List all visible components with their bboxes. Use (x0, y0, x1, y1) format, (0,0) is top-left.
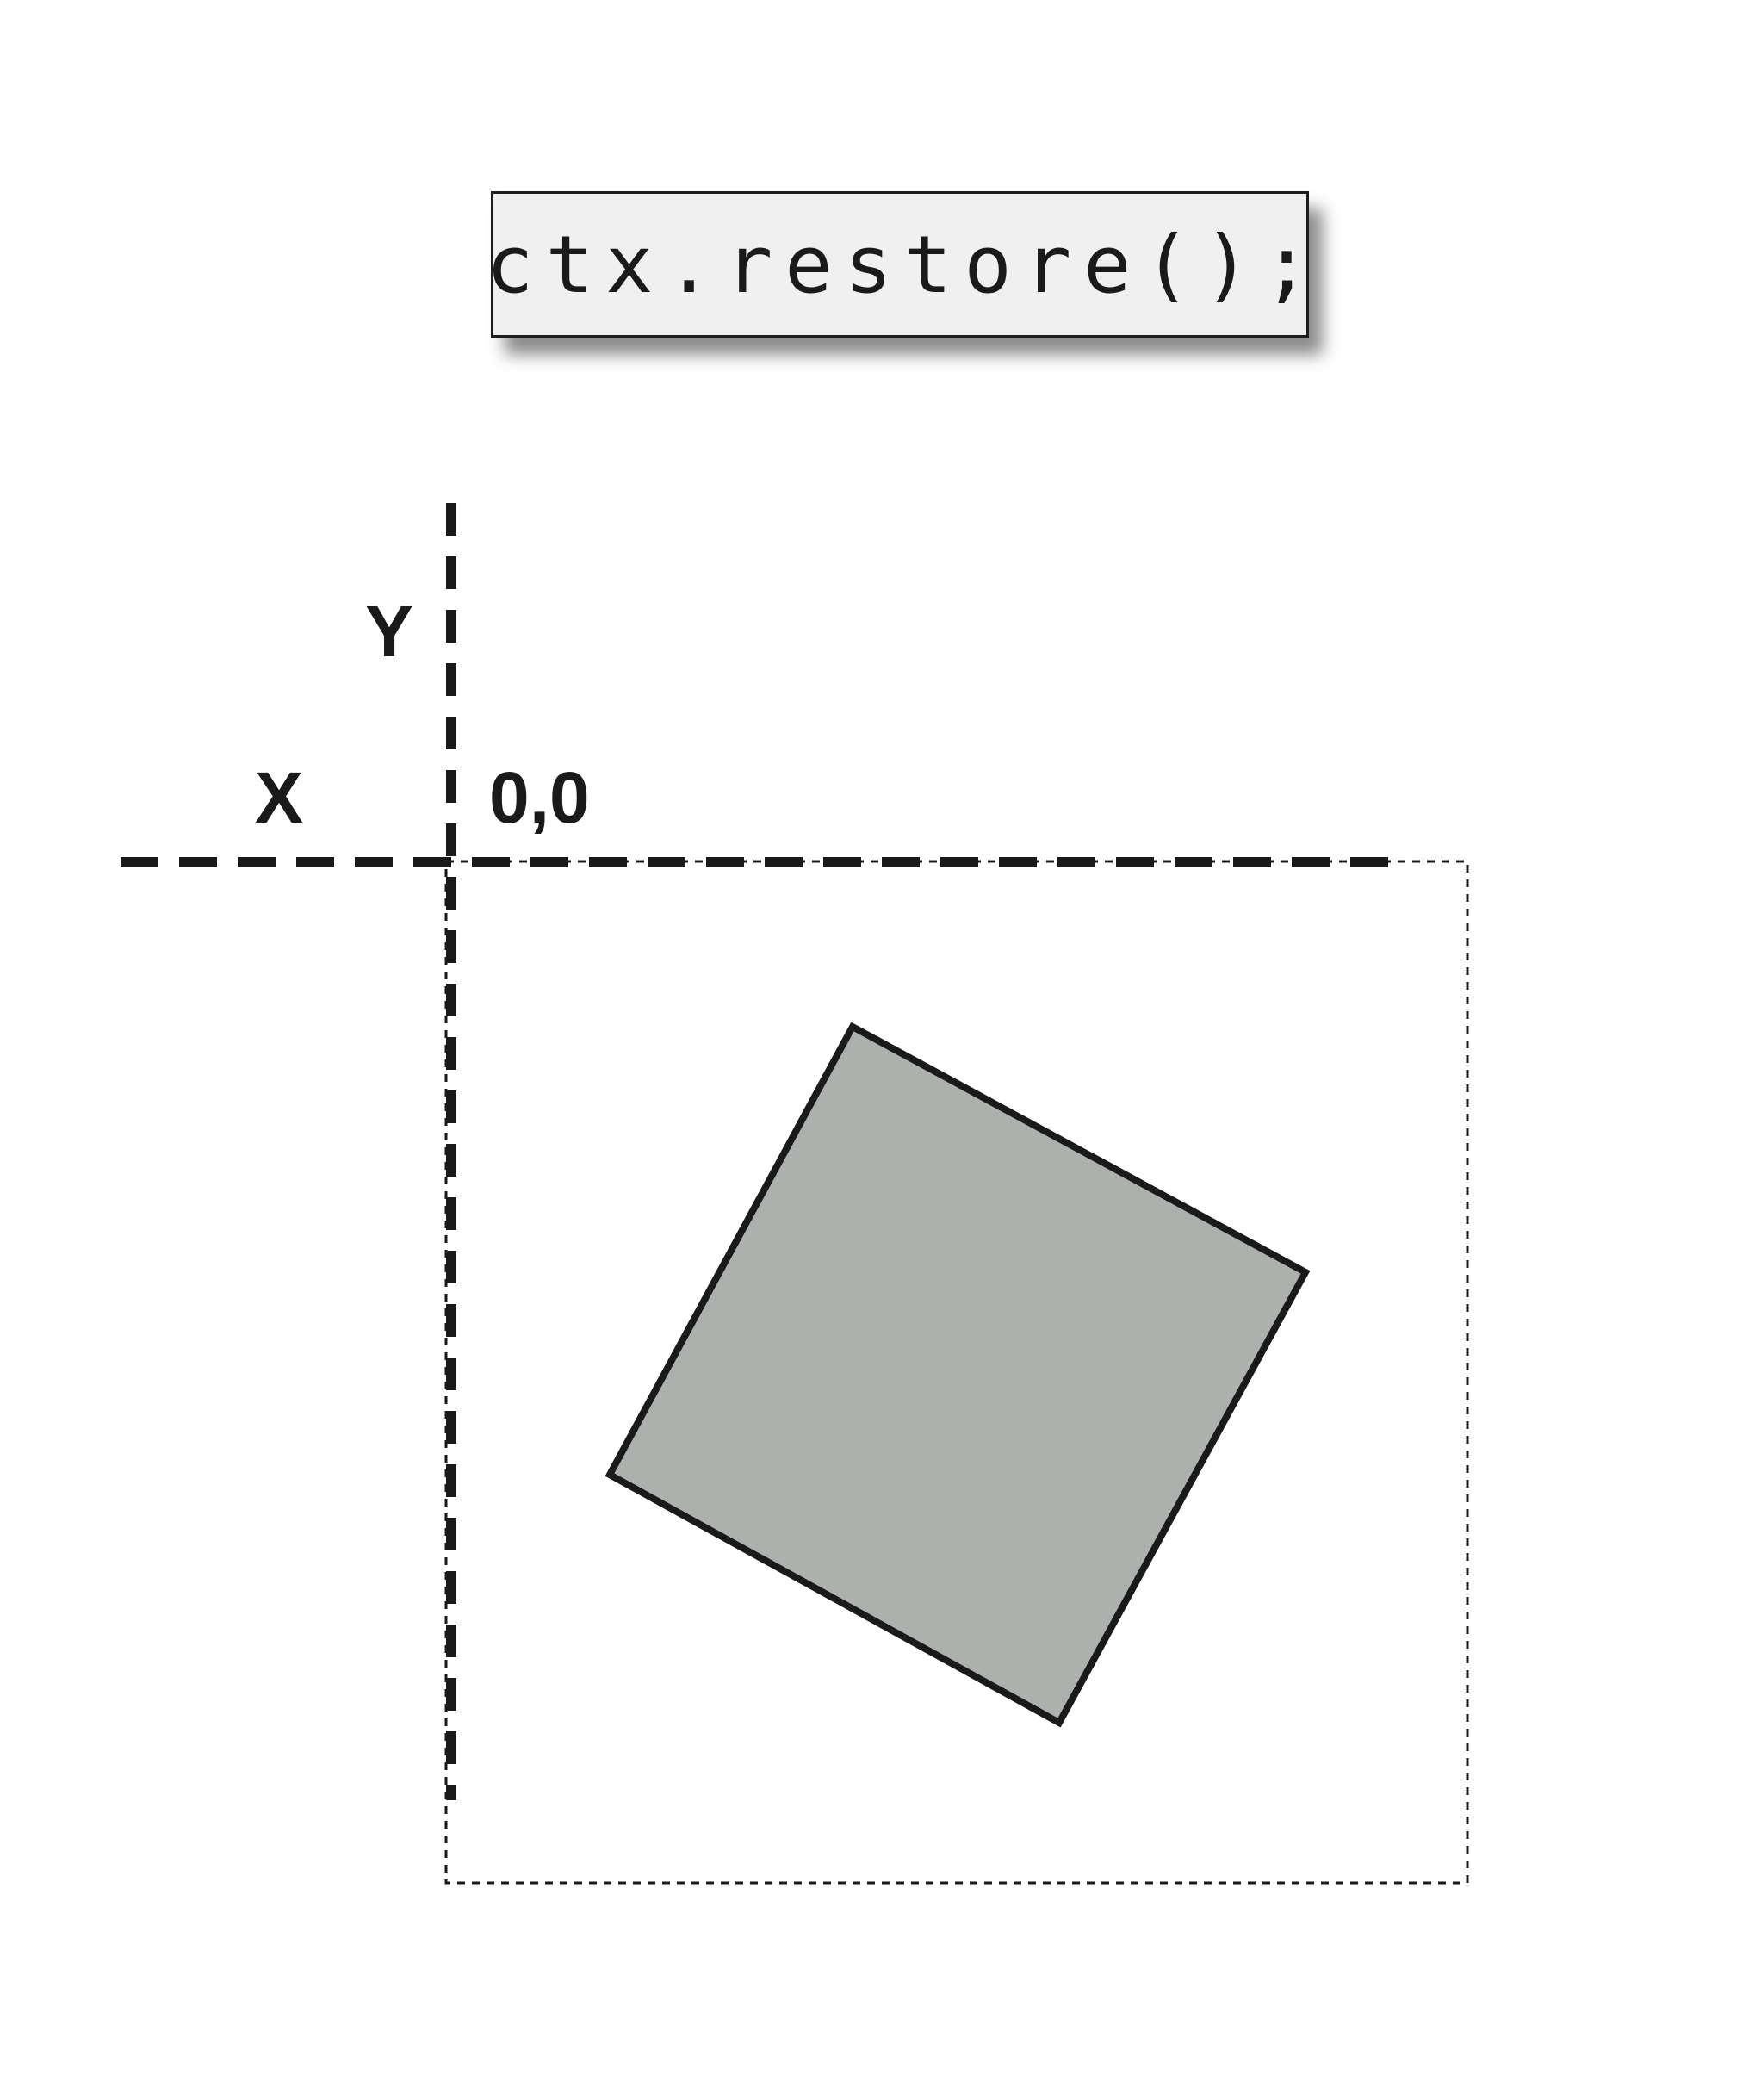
code-label-box: ctx.restore(); (486, 191, 1311, 338)
origin-label: 0,0 (489, 757, 590, 838)
rotated-square (605, 1022, 1311, 1728)
y-axis-label: Y (365, 591, 413, 672)
x-axis-label: X (255, 757, 303, 838)
code-label-text: ctx.restore(); (486, 218, 1323, 311)
